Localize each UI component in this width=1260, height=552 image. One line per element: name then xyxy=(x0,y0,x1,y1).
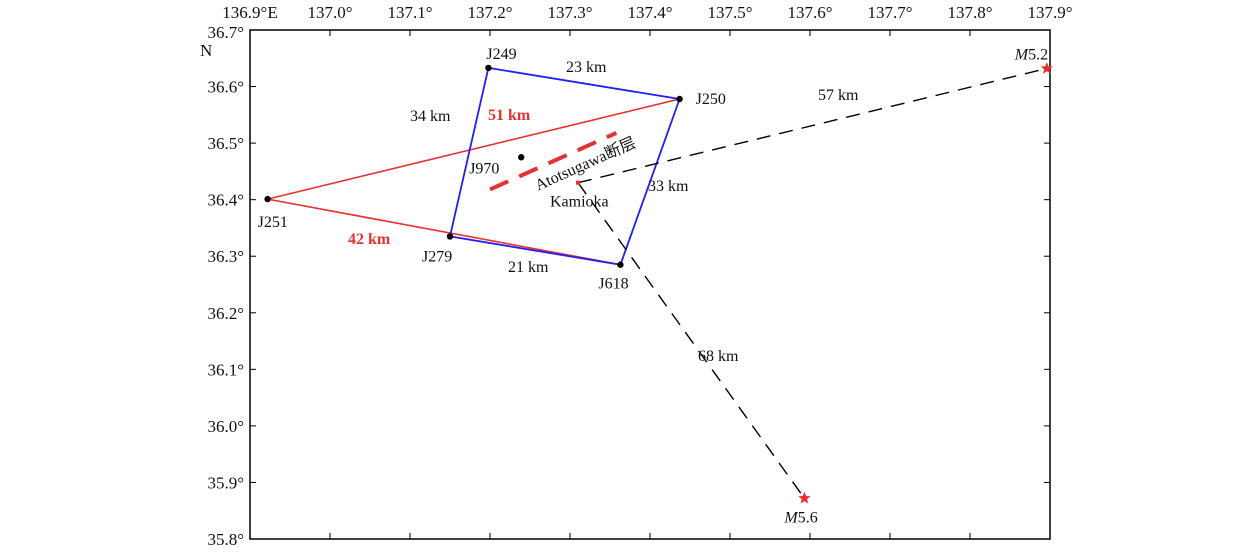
lon-tick-label: 137.3° xyxy=(547,3,592,22)
blue-side-distance-label: 33 km xyxy=(648,178,689,195)
lon-tick-label: 137.9° xyxy=(1027,3,1072,22)
earthquake-star-icon xyxy=(798,491,811,504)
blue-side-distance-label: 21 km xyxy=(508,259,549,276)
lat-tick-label: 36.4° xyxy=(207,191,244,210)
lat-tick-label: 36.2° xyxy=(207,304,244,323)
magnitude-value: 5.2 xyxy=(1028,46,1048,63)
lat-tick-label: 35.9° xyxy=(207,473,244,492)
dashed-distance-label: 57 km xyxy=(818,87,859,104)
station-j618-label: J618 xyxy=(598,276,628,293)
station-markers: J249 J250 J251 J279 J618 J970 xyxy=(258,46,726,293)
north-axis-label: N xyxy=(200,41,212,60)
lon-tick-label: 137.7° xyxy=(867,3,912,22)
lon-tick-label: 136.9°E xyxy=(222,3,277,22)
lat-tick-label: 35.8° xyxy=(207,530,244,549)
station-j249-label: J249 xyxy=(486,46,516,63)
station-j970-marker xyxy=(518,154,525,161)
lon-tick-label: 137.6° xyxy=(787,3,832,22)
station-j251-label: J251 xyxy=(258,214,288,231)
station-j249-marker xyxy=(485,64,492,72)
latitude-tick-labels: 36.7° 36.6° 36.5° 36.4° 36.3° 36.2° 36.1° 36.0°… xyxy=(207,23,244,549)
red-triangle xyxy=(267,98,680,266)
lat-tick-label: 36.7° xyxy=(207,23,244,42)
lon-tick-label: 137.5° xyxy=(707,3,752,22)
axis-ticks xyxy=(249,29,1051,540)
lon-tick-label: 137.4° xyxy=(627,3,672,22)
lat-tick-label: 36.3° xyxy=(207,247,244,266)
kamioka-label: Kamioka xyxy=(550,194,609,211)
lat-tick-label: 36.5° xyxy=(207,134,244,153)
blue-side-distance-label: 23 km xyxy=(566,59,607,76)
lon-tick-label: 137.1° xyxy=(387,3,432,22)
station-j279-label: J279 xyxy=(422,248,452,265)
red-distance-label: 51 km xyxy=(488,107,531,124)
lon-tick-label: 137.8° xyxy=(947,3,992,22)
lat-tick-label: 36.6° xyxy=(207,78,244,97)
station-j251-marker xyxy=(264,195,271,203)
magnitude-symbol: M xyxy=(783,509,799,526)
station-j279-marker xyxy=(446,233,454,240)
red-distance-label: 42 km xyxy=(348,231,391,248)
distance-dashed-lines xyxy=(577,67,1047,499)
longitude-tick-labels: 136.9°E 137.0° 137.1° 137.2° 137.3° 137.4° 137… xyxy=(222,3,1072,22)
blue-side-distance-label: 34 km xyxy=(410,108,451,125)
dashed-line-to-eq2 xyxy=(577,182,805,499)
lat-tick-label: 36.0° xyxy=(207,417,244,436)
station-j250-marker xyxy=(676,95,683,103)
lon-tick-label: 137.0° xyxy=(307,3,352,22)
kamioka-marker xyxy=(576,180,580,185)
lon-tick-label: 137.2° xyxy=(467,3,512,22)
red-line-j251-j618 xyxy=(267,198,621,266)
earthquake-markers: M5.2M5.6 xyxy=(783,46,1053,526)
station-j250-label: J250 xyxy=(696,91,726,108)
fault-trace xyxy=(489,131,618,192)
station-j970-label: J970 xyxy=(469,160,499,177)
magnitude-value: 5.6 xyxy=(798,509,818,526)
station-j618-marker xyxy=(617,261,624,268)
earthquake-label: M5.2 xyxy=(1014,46,1048,63)
distance-labels: 23 km 33 km 21 km 34 km 51 km 42 km 57 km 68 km xyxy=(348,59,859,365)
fault-label: Atotsugawa断层 xyxy=(532,134,638,195)
lat-tick-label: 36.1° xyxy=(207,360,244,379)
magnitude-symbol: M xyxy=(1014,46,1030,63)
dashed-distance-label: 68 km xyxy=(698,348,739,365)
earthquake-star-icon xyxy=(1040,61,1053,74)
red-line-j251-j250 xyxy=(267,98,680,200)
earthquake-label: M5.6 xyxy=(783,509,817,526)
dashed-line-to-eq1 xyxy=(577,67,1047,184)
